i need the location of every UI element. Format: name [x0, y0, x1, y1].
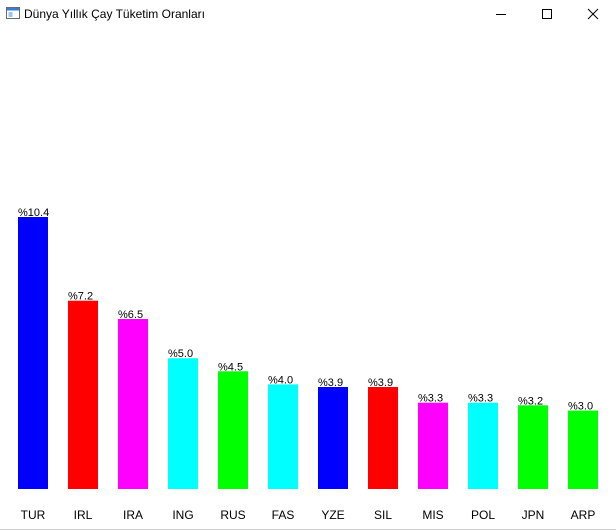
category-label-jpn: JPN [522, 508, 545, 522]
category-label-fas: FAS [272, 508, 295, 522]
category-label-sil: SIL [374, 508, 392, 522]
value-label-irl: %7.2 [68, 291, 93, 303]
bar-rus [218, 371, 248, 489]
value-label-yze: %3.9 [318, 377, 343, 389]
category-label-tur: TUR [21, 508, 46, 522]
title-bar[interactable]: Dünya Yıllık Çay Tüketim Oranları [0, 0, 616, 28]
bar-ing [168, 358, 198, 489]
bar-ira [118, 319, 148, 489]
window-title: Dünya Yıllık Çay Tüketim Oranları [24, 7, 205, 21]
value-label-jpn: %3.2 [518, 395, 543, 407]
bar-arp [568, 410, 598, 489]
bar-sil [368, 387, 398, 489]
maximize-button[interactable] [524, 0, 570, 28]
maximize-icon [542, 9, 552, 19]
minimize-button[interactable] [478, 0, 524, 28]
close-button[interactable] [570, 0, 616, 28]
value-label-rus: %4.5 [218, 361, 243, 373]
category-label-ira: IRA [123, 508, 143, 522]
value-label-tur: %10.4 [18, 207, 49, 219]
category-label-rus: RUS [220, 508, 245, 522]
category-label-arp: ARP [571, 508, 596, 522]
value-label-ing: %5.0 [168, 348, 193, 360]
bar-irl [68, 300, 98, 489]
value-label-pol: %3.3 [468, 393, 493, 405]
bar-yze [318, 387, 348, 489]
bar-jpn [518, 405, 548, 489]
minimize-icon [496, 14, 506, 15]
bar-mis [418, 402, 448, 489]
close-icon [587, 8, 599, 20]
app-window-icon [6, 7, 20, 19]
bar-chart: %10.4 TUR %7.2 IRL %6.5 IRA %5.0 ING %4.5 RUS %4.0… [18, 207, 598, 522]
category-label-irl: IRL [74, 508, 93, 522]
bar-fas [268, 384, 298, 489]
category-label-yze: YZE [321, 508, 344, 522]
value-label-sil: %3.9 [368, 377, 393, 389]
chart-area: %10.4 TUR %7.2 IRL %6.5 IRA %5.0 ING %4.5 RUS %4.0… [0, 28, 616, 530]
value-label-arp: %3.0 [568, 401, 593, 413]
category-label-mis: MIS [422, 508, 443, 522]
value-label-fas: %4.0 [268, 374, 293, 386]
category-label-pol: POL [471, 508, 495, 522]
category-label-ing: ING [172, 508, 193, 522]
value-label-ira: %6.5 [118, 309, 143, 321]
bar-tur [18, 217, 48, 489]
bar-pol [468, 402, 498, 489]
value-label-mis: %3.3 [418, 393, 443, 405]
